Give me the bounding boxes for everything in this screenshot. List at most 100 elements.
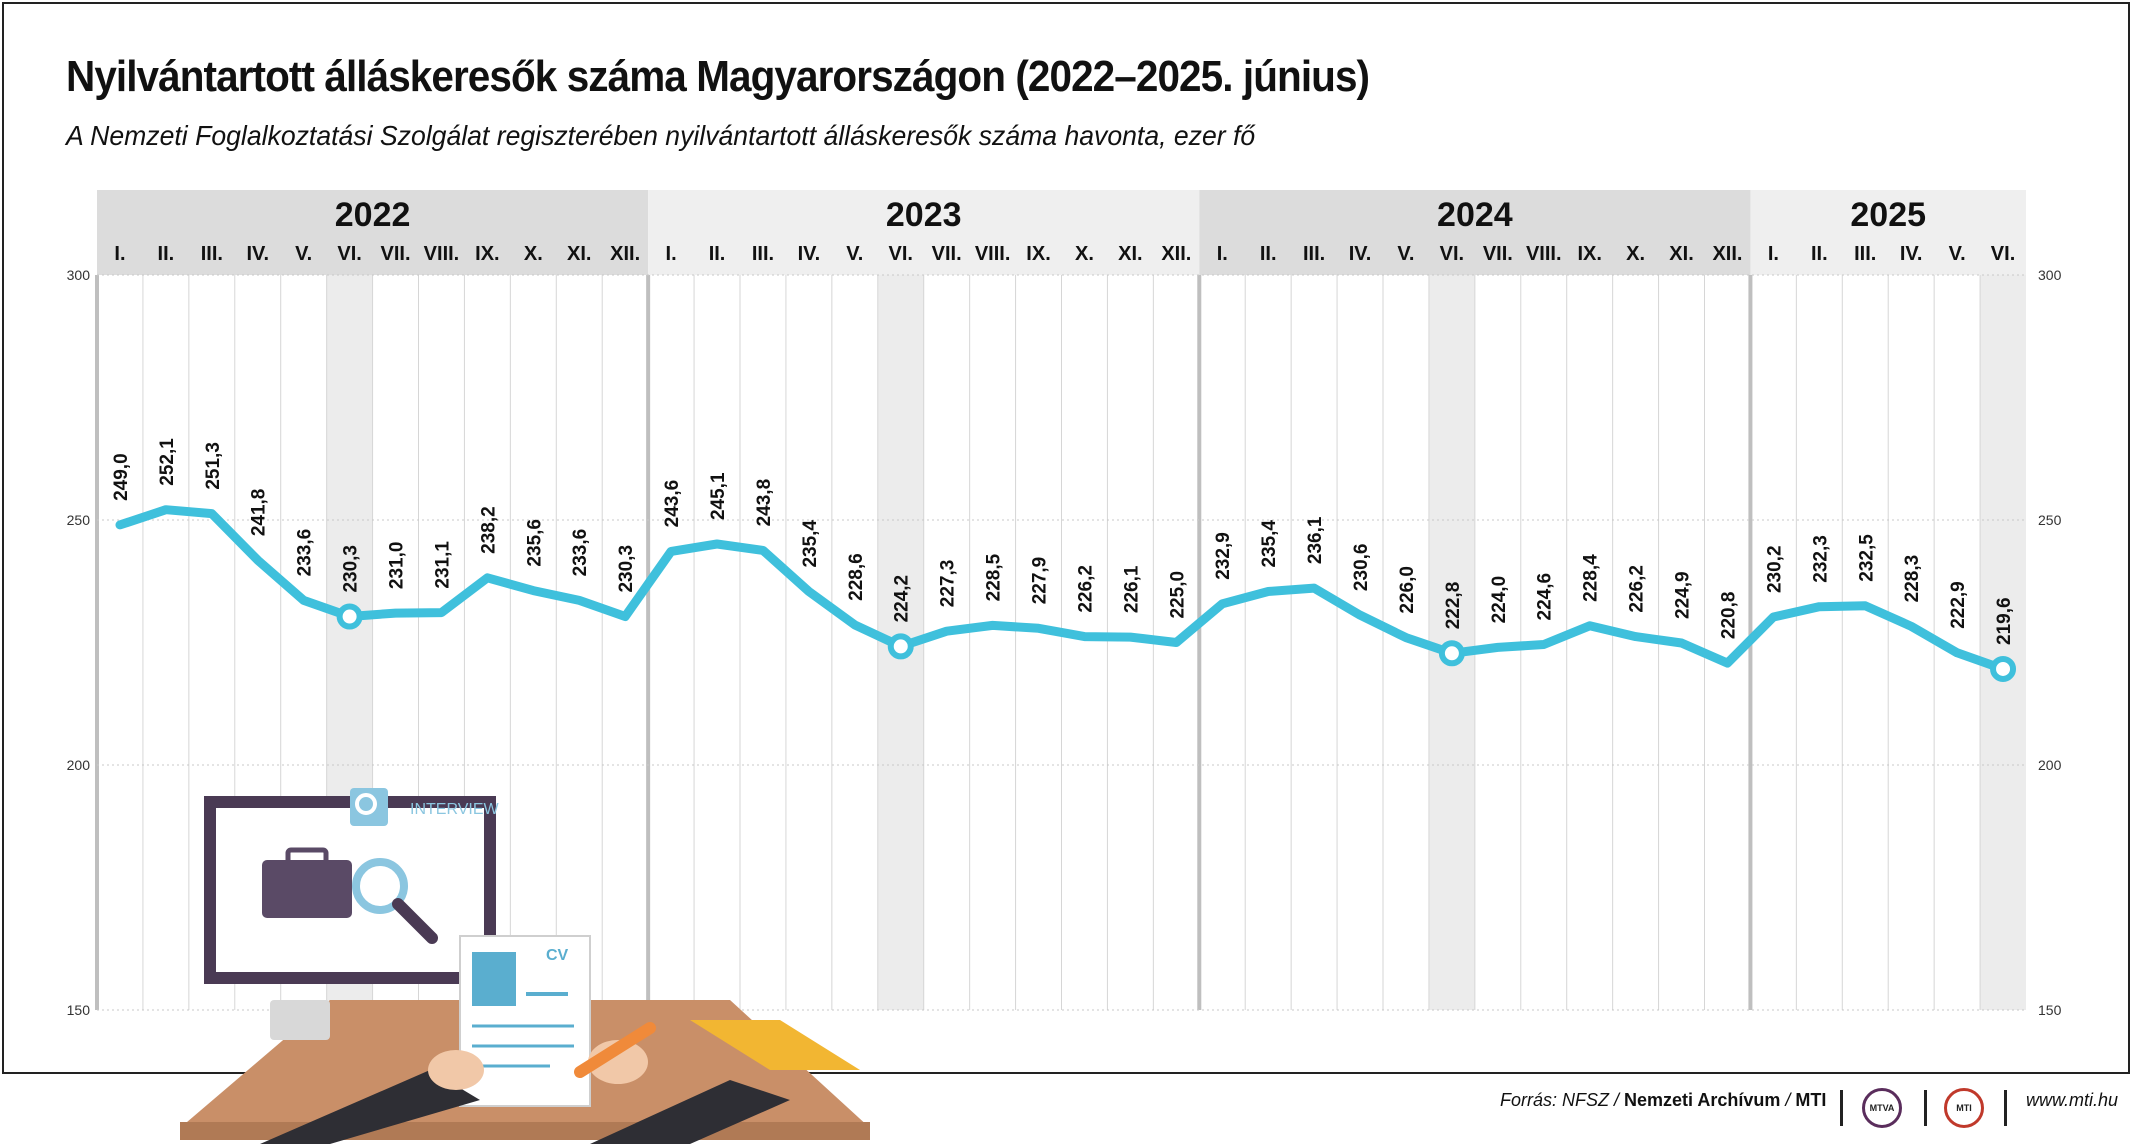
highlight-point xyxy=(1438,640,1465,667)
briefcase-icon xyxy=(262,860,352,918)
interview-label: INTERVIEW xyxy=(410,801,500,818)
data-label: 235,4 xyxy=(800,520,821,568)
data-label: 232,9 xyxy=(1213,532,1234,580)
y-tick-label-right: 200 xyxy=(2038,757,2062,773)
month-label: XI. xyxy=(1118,243,1142,265)
series-line xyxy=(115,505,2008,674)
month-label: X. xyxy=(524,243,543,265)
data-label: 224,6 xyxy=(1535,573,1556,621)
data-label: 231,1 xyxy=(432,541,453,589)
data-label: 251,3 xyxy=(203,442,224,490)
data-label: 227,3 xyxy=(938,560,959,608)
data-label: 219,6 xyxy=(1994,597,2015,645)
month-label: II. xyxy=(1811,243,1828,265)
data-label: 236,1 xyxy=(1305,516,1326,564)
month-label: IV. xyxy=(798,243,821,265)
month-label: XI. xyxy=(1669,243,1693,265)
magnifier-handle xyxy=(392,898,438,944)
month-label: IX. xyxy=(1577,243,1601,265)
month-label: III. xyxy=(201,243,223,265)
month-label: III. xyxy=(752,243,774,265)
month-label: I. xyxy=(1217,243,1228,265)
month-label: XII. xyxy=(1712,243,1742,265)
month-label: III. xyxy=(1303,243,1325,265)
mtva-logo: MTVA xyxy=(1862,1088,1902,1128)
year-header-band xyxy=(1750,190,2026,275)
month-label: X. xyxy=(1075,243,1094,265)
data-label: 224,9 xyxy=(1673,571,1694,619)
y-tick-label-right: 300 xyxy=(2038,267,2062,283)
month-label: VI. xyxy=(1440,243,1464,265)
source-org: Nemzeti Archívum xyxy=(1624,1090,1781,1110)
month-label: XI. xyxy=(567,243,591,265)
data-label: 241,8 xyxy=(249,489,270,537)
data-label: 235,4 xyxy=(1259,520,1280,568)
chart-title: Nyilvántartott álláskeresők száma Magyar… xyxy=(66,52,1370,101)
month-label: II. xyxy=(709,243,726,265)
briefcase-handle xyxy=(285,847,329,867)
month-label: VI. xyxy=(337,243,361,265)
month-label: II. xyxy=(1260,243,1277,265)
month-label: VIII. xyxy=(1526,243,1562,265)
data-label: 228,3 xyxy=(1902,555,1923,603)
data-label: 224,2 xyxy=(892,575,913,623)
month-label: V. xyxy=(846,243,863,265)
month-label: XII. xyxy=(1161,243,1191,265)
y-tick-label-left: 250 xyxy=(67,512,91,528)
data-label: 228,6 xyxy=(846,553,867,601)
month-label: IX. xyxy=(1026,243,1050,265)
data-label: 230,3 xyxy=(616,545,637,593)
data-label: 243,8 xyxy=(754,479,775,527)
month-label: VII. xyxy=(1483,243,1513,265)
data-label: 226,1 xyxy=(1121,565,1142,613)
y-tick-label-left: 150 xyxy=(67,1002,91,1018)
y-tick-label-right: 150 xyxy=(2038,1002,2062,1018)
data-label: 226,2 xyxy=(1627,565,1648,613)
data-label: 228,4 xyxy=(1581,554,1602,602)
month-label: II. xyxy=(158,243,175,265)
month-label: VI. xyxy=(1991,243,2015,265)
month-label: V. xyxy=(295,243,312,265)
data-label: 233,6 xyxy=(570,529,591,577)
data-label: 220,8 xyxy=(1718,592,1739,640)
month-label: V. xyxy=(1397,243,1414,265)
month-label: VII. xyxy=(381,243,411,265)
pen-icon xyxy=(574,1022,656,1078)
left-hand xyxy=(428,1050,484,1090)
month-label: V. xyxy=(1949,243,1966,265)
data-label: 238,2 xyxy=(478,506,499,554)
magnifier-icon xyxy=(352,858,408,914)
y-tick-label-left: 300 xyxy=(67,267,91,283)
folder-icon xyxy=(690,1020,860,1070)
highlight-column xyxy=(1980,275,2026,1010)
month-label: III. xyxy=(1854,243,1876,265)
data-label: 228,5 xyxy=(984,553,1005,601)
month-label: X. xyxy=(1626,243,1645,265)
website-link[interactable]: www.mti.hu xyxy=(2026,1090,2119,1110)
year-header-band xyxy=(648,190,1200,275)
month-label: IX. xyxy=(475,243,499,265)
month-label: VIII. xyxy=(975,243,1011,265)
month-label: XII. xyxy=(610,243,640,265)
footer-divider xyxy=(1924,1090,1927,1126)
year-header-band xyxy=(97,190,649,275)
monitor-stand xyxy=(270,1000,330,1040)
data-label: 225,0 xyxy=(1167,571,1188,619)
highlight-point xyxy=(887,633,914,660)
cv-photo xyxy=(472,952,516,1006)
month-label: IV. xyxy=(1900,243,1923,265)
data-label: 224,0 xyxy=(1489,576,1510,624)
left-arm xyxy=(260,1070,480,1144)
right-arm xyxy=(590,1080,790,1144)
data-label: 245,1 xyxy=(708,472,729,520)
search-icon-lens xyxy=(355,793,377,815)
y-tick-label-right: 250 xyxy=(2038,512,2062,528)
data-label: 232,3 xyxy=(1810,535,1831,583)
data-label: 230,6 xyxy=(1351,544,1372,592)
cv-label: CV xyxy=(546,947,569,964)
data-label: 222,8 xyxy=(1443,582,1464,630)
month-label: IV. xyxy=(1349,243,1372,265)
year-label: 2022 xyxy=(335,196,411,234)
year-label: 2024 xyxy=(1437,196,1513,234)
data-label: 243,6 xyxy=(662,480,683,528)
